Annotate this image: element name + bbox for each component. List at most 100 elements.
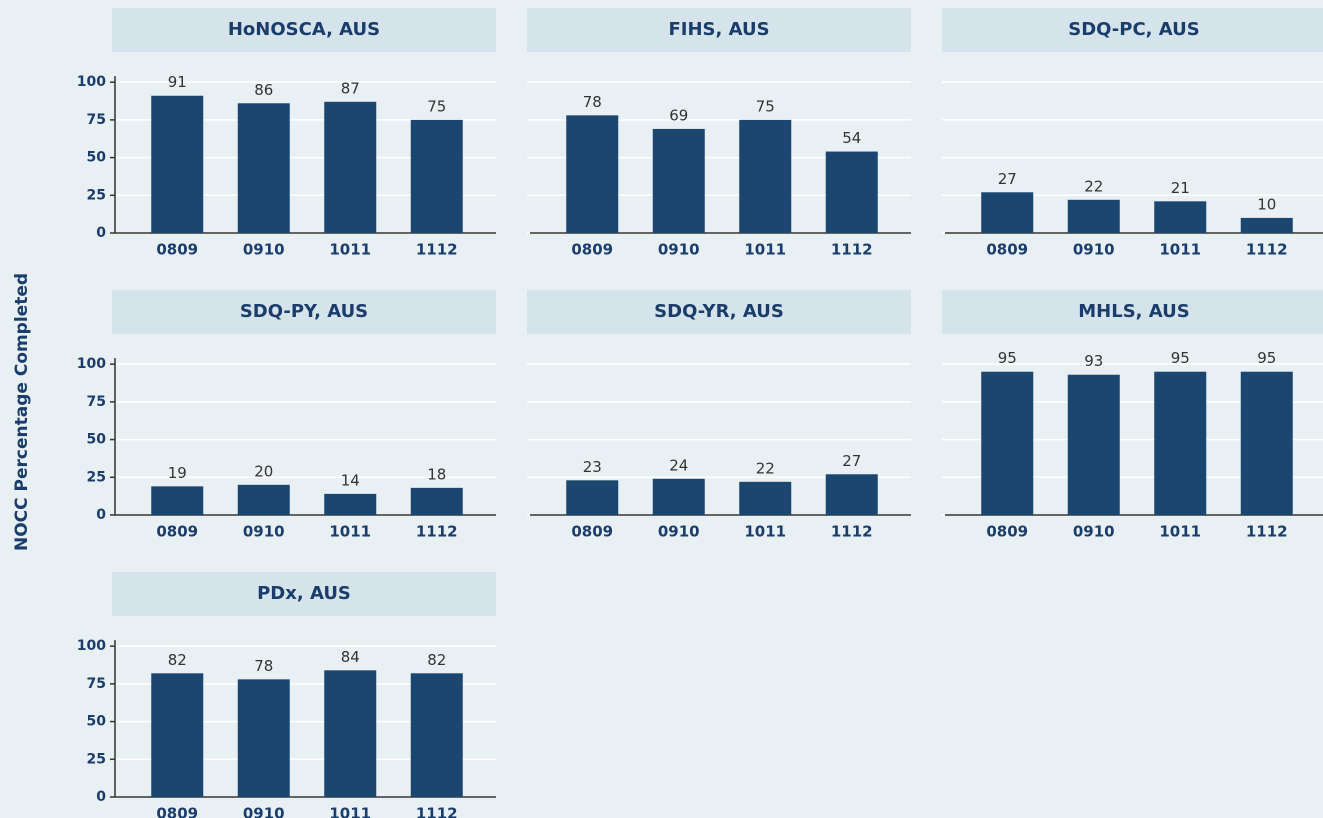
bar — [825, 151, 878, 233]
y-tick-label: 100 — [77, 356, 106, 372]
value-label: 84 — [341, 648, 360, 666]
y-tick-label: 75 — [87, 112, 106, 128]
bar — [151, 486, 204, 515]
x-tick-label: 0910 — [658, 523, 700, 541]
bar — [566, 480, 619, 515]
x-tick-label: 0809 — [986, 523, 1028, 541]
value-label: 95 — [1257, 349, 1276, 367]
y-tick-label: 50 — [87, 432, 107, 448]
x-tick-label: 0809 — [571, 523, 613, 541]
y-tick-label: 25 — [87, 469, 106, 485]
y-tick-label: 50 — [87, 714, 107, 730]
x-tick-label: 1011 — [329, 523, 371, 541]
panel-title: FIHS, AUS — [668, 19, 769, 40]
panel-header — [527, 290, 911, 334]
bar — [410, 119, 463, 233]
bar — [324, 101, 377, 234]
x-tick-label: 1112 — [831, 241, 873, 259]
x-tick-label: 0809 — [571, 241, 613, 259]
x-tick-label: 1011 — [1159, 523, 1201, 541]
value-label: 78 — [583, 93, 602, 111]
value-label: 24 — [669, 456, 688, 474]
value-label: 54 — [842, 129, 861, 147]
panel-title: SDQ-PY, AUS — [240, 301, 368, 322]
bar — [151, 673, 204, 797]
value-label: 14 — [341, 471, 360, 489]
panel-title: SDQ-YR, AUS — [654, 301, 784, 322]
bar — [237, 679, 290, 797]
bar — [1240, 217, 1293, 233]
panel-header — [942, 8, 1323, 52]
bar — [981, 192, 1034, 233]
bar — [237, 484, 290, 515]
y-tick-label: 0 — [96, 789, 106, 805]
panel-header — [527, 8, 911, 52]
y-tick-label: 0 — [96, 507, 106, 523]
panel-title: MHLS, AUS — [1078, 301, 1189, 322]
x-tick-label: 1011 — [1159, 241, 1201, 259]
x-tick-label: 1011 — [329, 805, 371, 818]
bar — [151, 95, 204, 233]
x-tick-label: 0809 — [156, 241, 198, 259]
value-label: 82 — [168, 651, 187, 669]
x-tick-label: 1112 — [416, 805, 458, 818]
y-tick-label: 25 — [87, 751, 106, 767]
x-tick-label: 1112 — [1246, 523, 1288, 541]
panel-header — [112, 290, 496, 334]
bar — [739, 119, 792, 233]
value-label: 27 — [842, 452, 861, 470]
bar — [1240, 371, 1293, 515]
panel-header — [112, 572, 496, 616]
value-label: 20 — [254, 462, 273, 480]
value-label: 82 — [427, 651, 446, 669]
y-tick-label: 25 — [87, 187, 106, 203]
y-tick-label: 75 — [87, 676, 106, 692]
value-label: 91 — [168, 73, 187, 91]
value-label: 22 — [1084, 177, 1103, 195]
x-tick-label: 0809 — [986, 241, 1028, 259]
bar — [324, 493, 377, 515]
panel-title: PDx, AUS — [257, 583, 351, 604]
panel-title: HoNOSCA, AUS — [228, 19, 380, 40]
value-label: 27 — [998, 170, 1017, 188]
x-tick-label: 1011 — [744, 241, 786, 259]
y-axis-label: NOCC Percentage Completed — [12, 273, 32, 551]
bar — [652, 478, 705, 515]
value-label: 19 — [168, 464, 187, 482]
x-tick-label: 0910 — [658, 241, 700, 259]
value-label: 95 — [1171, 349, 1190, 367]
panel-title: SDQ-PC, AUS — [1068, 19, 1199, 40]
x-tick-label: 1112 — [416, 523, 458, 541]
value-label: 22 — [756, 459, 775, 477]
y-tick-label: 100 — [77, 638, 106, 654]
x-tick-label: 1112 — [1246, 241, 1288, 259]
bar — [1067, 199, 1120, 233]
value-label: 10 — [1257, 195, 1276, 213]
value-label: 86 — [254, 81, 273, 99]
x-tick-label: 0910 — [243, 523, 285, 541]
y-tick-label: 100 — [77, 74, 106, 90]
bar — [825, 474, 878, 515]
panel-header — [942, 290, 1323, 334]
x-tick-label: 1112 — [416, 241, 458, 259]
value-label: 75 — [756, 97, 775, 115]
value-label: 75 — [427, 97, 446, 115]
bar — [566, 115, 619, 233]
x-tick-label: 0910 — [243, 241, 285, 259]
value-label: 93 — [1084, 352, 1103, 370]
value-label: 18 — [427, 465, 446, 483]
x-tick-label: 1112 — [831, 523, 873, 541]
bar — [739, 481, 792, 515]
bar — [324, 670, 377, 797]
bar — [1067, 374, 1120, 515]
x-tick-label: 0910 — [243, 805, 285, 818]
y-tick-label: 50 — [87, 150, 107, 166]
value-label: 69 — [669, 106, 688, 124]
value-label: 78 — [254, 657, 273, 675]
x-tick-label: 1011 — [744, 523, 786, 541]
y-tick-label: 75 — [87, 394, 106, 410]
value-label: 21 — [1171, 179, 1190, 197]
value-label: 95 — [998, 349, 1017, 367]
bar — [981, 371, 1034, 515]
